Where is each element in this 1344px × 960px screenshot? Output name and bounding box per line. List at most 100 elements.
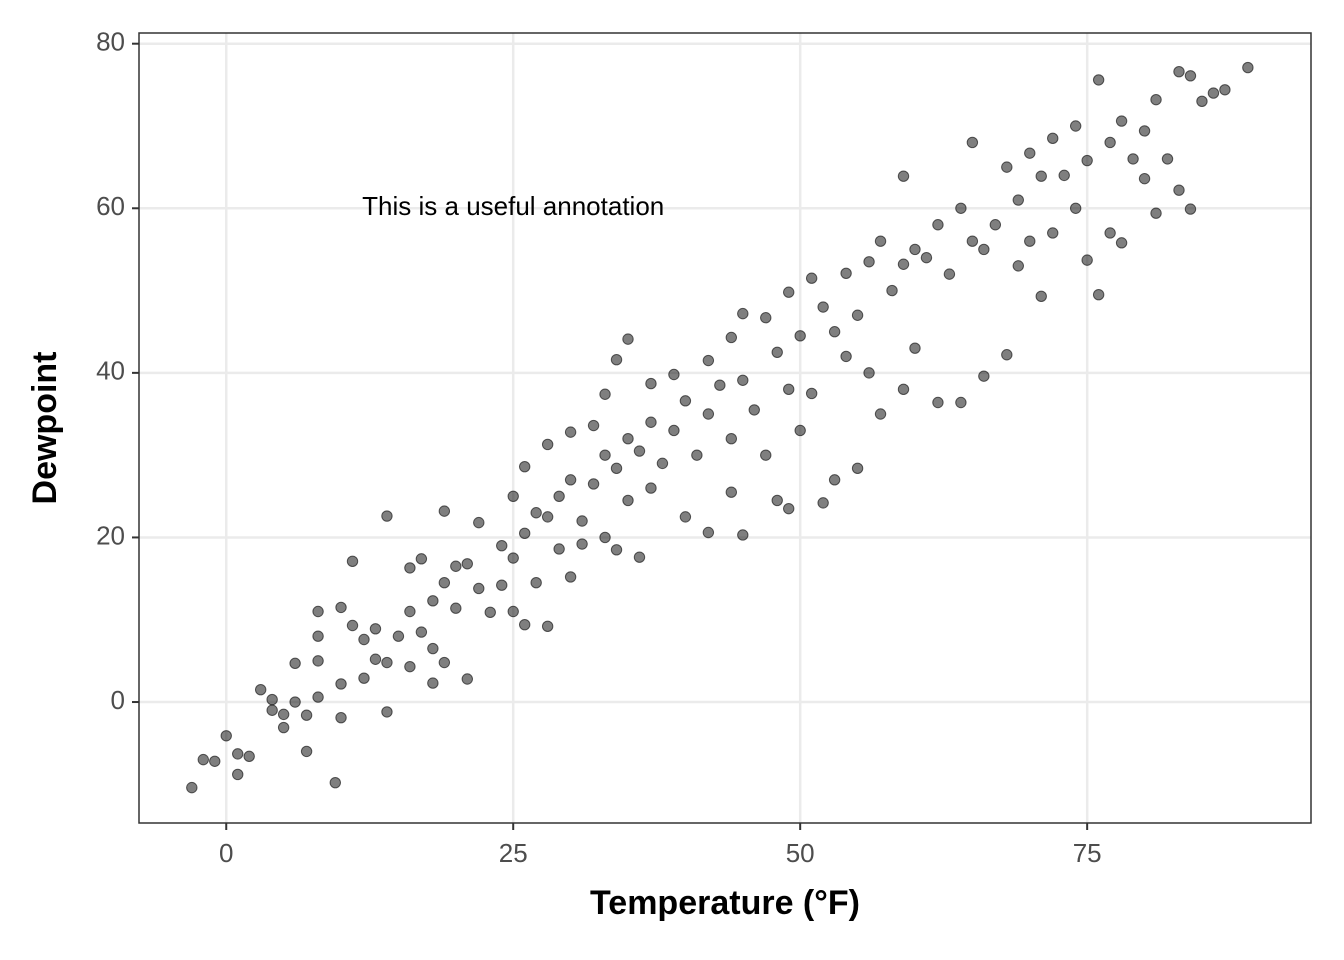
point <box>415 626 428 638</box>
point <box>702 408 715 420</box>
point <box>404 562 416 574</box>
point <box>209 755 221 767</box>
point <box>232 748 244 760</box>
point <box>932 396 944 409</box>
point <box>679 511 692 523</box>
point <box>576 538 588 550</box>
point <box>266 704 278 716</box>
point <box>1081 254 1093 266</box>
point <box>507 605 519 618</box>
x-tick-label: 0 <box>219 838 233 868</box>
point <box>300 709 313 721</box>
point <box>564 474 577 486</box>
point <box>610 462 623 475</box>
point <box>335 678 347 690</box>
point <box>541 511 554 523</box>
point <box>886 284 898 297</box>
point <box>1035 170 1047 182</box>
point <box>851 462 864 475</box>
point <box>714 379 726 391</box>
point <box>828 474 841 486</box>
point <box>599 531 611 544</box>
y-tick-label: 20 <box>96 520 125 550</box>
point <box>564 571 577 583</box>
point <box>874 408 887 420</box>
point <box>1115 237 1128 249</box>
point <box>1092 288 1105 301</box>
point <box>1150 93 1162 106</box>
point <box>243 750 255 763</box>
point <box>737 529 749 541</box>
point <box>335 601 347 614</box>
point <box>1069 120 1082 132</box>
point <box>1161 153 1174 165</box>
point <box>1184 203 1197 215</box>
point <box>656 457 669 470</box>
point <box>610 353 623 366</box>
point <box>725 486 738 498</box>
y-tick-label: 0 <box>111 685 125 715</box>
point <box>748 404 760 416</box>
point <box>805 272 818 284</box>
point <box>1138 125 1151 137</box>
point <box>1138 172 1151 185</box>
point <box>645 416 657 428</box>
point <box>587 478 600 490</box>
point <box>1047 132 1059 145</box>
point <box>920 251 933 264</box>
point <box>438 577 451 589</box>
point <box>1115 115 1128 127</box>
point <box>668 424 680 437</box>
point <box>232 768 244 781</box>
point <box>553 543 565 555</box>
point <box>622 494 634 507</box>
point <box>587 419 600 432</box>
point <box>1012 194 1024 206</box>
point <box>277 721 290 734</box>
point <box>874 235 887 247</box>
point <box>392 630 405 642</box>
point <box>312 691 324 703</box>
point <box>404 605 416 618</box>
point <box>553 490 565 503</box>
plot-background <box>139 33 1311 823</box>
point <box>450 602 462 614</box>
point <box>530 577 542 589</box>
point <box>943 268 956 280</box>
point <box>1069 202 1082 214</box>
point <box>978 243 990 256</box>
point <box>863 367 875 379</box>
point <box>805 387 818 400</box>
point <box>1001 161 1013 173</box>
point <box>1058 169 1070 182</box>
point <box>427 677 439 689</box>
point <box>725 331 738 344</box>
point <box>645 377 657 390</box>
point <box>966 235 979 247</box>
point <box>955 202 967 214</box>
point <box>989 219 1002 231</box>
point <box>564 426 577 438</box>
point <box>518 527 531 540</box>
point <box>897 258 910 270</box>
point <box>633 551 646 563</box>
x-tick-label: 75 <box>1073 838 1102 868</box>
point <box>725 432 738 445</box>
point <box>438 656 451 669</box>
point <box>668 368 680 381</box>
point <box>461 673 473 685</box>
point <box>1012 260 1024 272</box>
x-tick-label: 50 <box>786 838 815 868</box>
x-axis-title: Temperature (°F) <box>590 884 860 922</box>
point <box>289 657 301 670</box>
point <box>335 711 347 724</box>
point <box>312 655 324 667</box>
point <box>254 683 267 696</box>
point <box>645 482 657 494</box>
point <box>817 301 829 313</box>
point <box>346 555 359 568</box>
point <box>329 776 341 789</box>
point <box>1150 207 1162 219</box>
point <box>530 507 542 519</box>
point <box>358 672 370 684</box>
